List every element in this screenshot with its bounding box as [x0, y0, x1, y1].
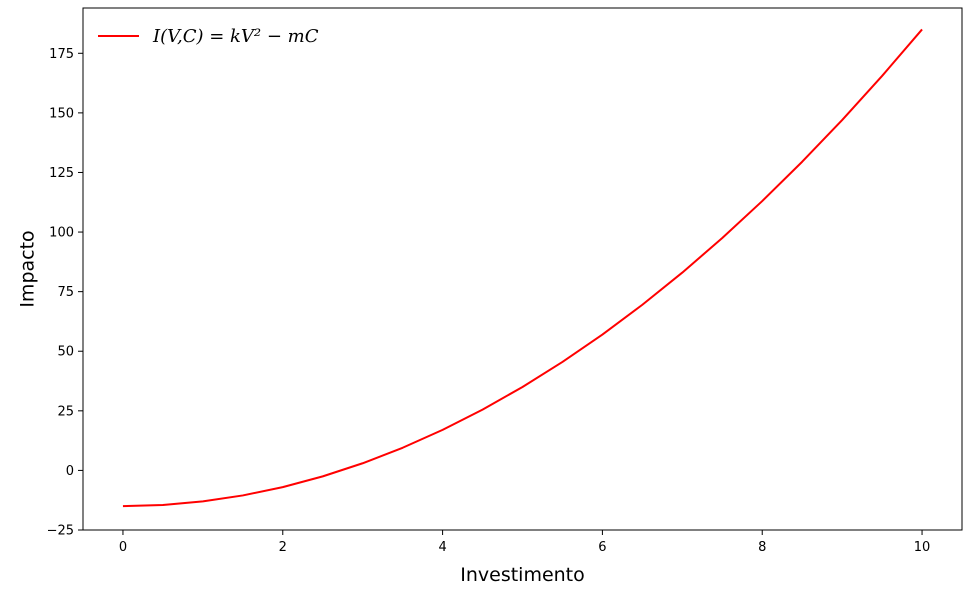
x-tick-label: 4: [438, 540, 446, 555]
x-axis-ticks: 0 2 4 6 8 10: [119, 530, 931, 555]
y-tick-label: 25: [57, 404, 74, 419]
y-tick-label: 50: [57, 345, 74, 360]
x-tick-label: 6: [598, 540, 606, 555]
x-tick-label: 2: [279, 540, 287, 555]
y-tick-label: 150: [49, 106, 74, 121]
plot-frame: [82, 7, 963, 531]
y-axis-label: Impacto: [17, 230, 39, 307]
x-tick-label: 10: [914, 540, 931, 555]
series-line: [122, 28, 923, 508]
y-tick-label: −25: [47, 524, 74, 539]
legend: I(V,C) = kV² − mC: [98, 26, 319, 47]
y-tick-label: 125: [49, 166, 74, 181]
x-axis-label: Investimento: [460, 564, 585, 586]
y-axis-ticks: −25 0 25 50 75 100 125 150 175: [47, 47, 83, 539]
y-tick-label: 0: [66, 464, 74, 479]
y-tick-label: 175: [49, 47, 74, 62]
legend-label: I(V,C) = kV² − mC: [152, 26, 319, 47]
y-tick-label: 100: [49, 226, 74, 241]
series-layer: [122, 28, 923, 508]
x-tick-label: 8: [758, 540, 766, 555]
y-tick-label: 75: [57, 285, 74, 300]
x-tick-label: 0: [119, 540, 127, 555]
